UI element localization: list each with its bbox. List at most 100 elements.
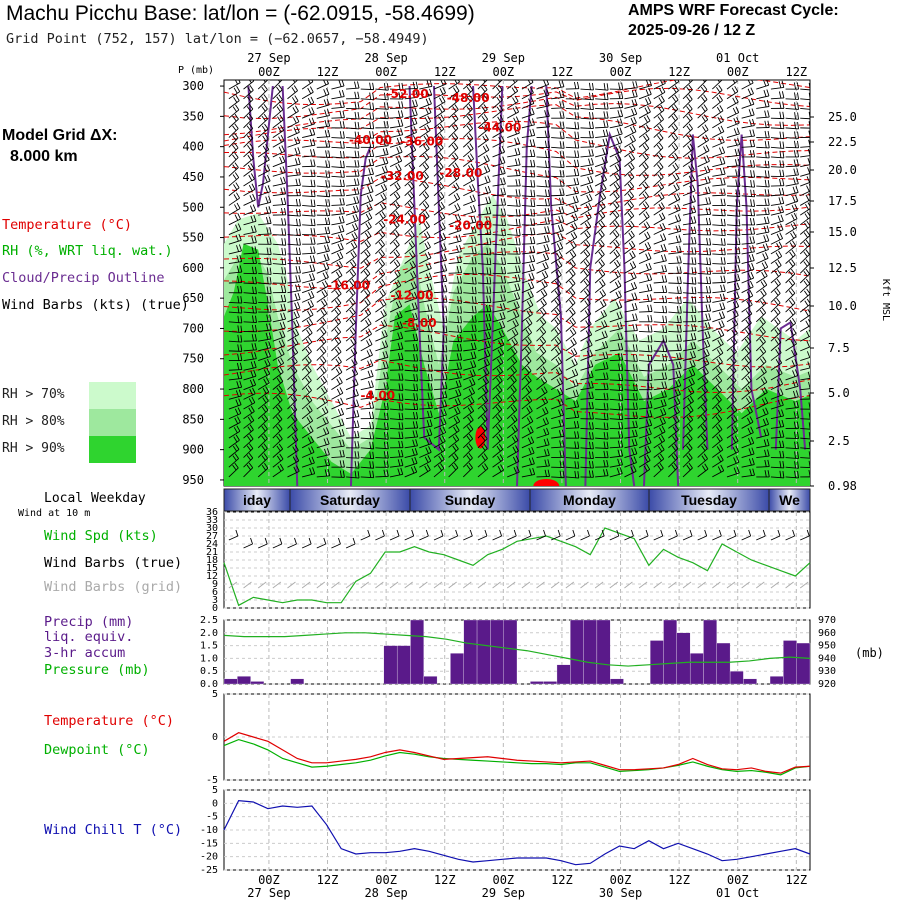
wind-barb [287, 256, 301, 265]
wind-barb [257, 94, 268, 109]
wind-barb [316, 271, 329, 284]
wind-barb [257, 133, 269, 148]
wind-barb [287, 275, 301, 284]
wind-barb [272, 339, 286, 352]
wind-barb [228, 275, 243, 284]
wind-chill-tick-label: -10 [200, 825, 218, 836]
isotherm-label: -32.00 [381, 169, 424, 183]
wind-spd-label: Wind Spd (kts) [44, 528, 158, 544]
wind-barb [287, 444, 299, 458]
wind-barb [287, 136, 301, 148]
wind-barb [316, 262, 330, 274]
wind-barb [258, 359, 271, 371]
wind-barb [316, 88, 330, 100]
isotherm-line [224, 120, 810, 159]
wind-barb [316, 280, 329, 294]
precip-bar [716, 642, 731, 685]
pressure-tick-label: 950 [182, 473, 204, 487]
cloud-outline [516, 85, 533, 486]
wind-barb [302, 264, 316, 274]
isotherm-label: -4.00 [361, 388, 396, 402]
wind-chill-tick-label: -15 [200, 838, 218, 849]
kft-tick-label: 0.98 [828, 479, 857, 493]
wind-barb [228, 285, 243, 294]
wind-barb [287, 337, 299, 352]
wind-barb [257, 104, 268, 119]
rh70-swatch [89, 382, 136, 409]
pressure-label: Pressure (mb) [44, 662, 150, 678]
wind-barb [228, 192, 240, 206]
wind-barb [243, 183, 256, 197]
bottom-hour-label: 00Z [727, 873, 749, 887]
cloud-outline [472, 86, 504, 450]
rh90-label: RH > 90% [2, 441, 65, 456]
wind-barb [301, 395, 313, 410]
wind-barb [301, 318, 314, 332]
wind-barb [243, 143, 254, 158]
wind-barb [287, 95, 299, 109]
dewpoint-label: Dewpoint (°C) [44, 742, 150, 758]
wind-barb [301, 375, 312, 390]
wind-barb [243, 415, 255, 429]
wind-barb [287, 208, 301, 217]
wind-barb [228, 233, 242, 245]
wind-barb [258, 257, 272, 265]
pressure-tick-label: 350 [182, 109, 204, 123]
pressure-right-tick-label: 940 [818, 653, 836, 664]
wind-barb [272, 247, 287, 256]
wind-barb [301, 299, 314, 313]
wind-barb [301, 107, 315, 119]
wind-barb [316, 170, 331, 178]
wind-barb [228, 223, 242, 235]
wind-barb [228, 416, 241, 429]
isotherm-label: -12.00 [391, 288, 434, 302]
wind-barb [272, 463, 284, 478]
wind-barb [228, 462, 239, 478]
wind-barb [228, 85, 241, 100]
wind-barb [228, 407, 242, 420]
wind-barb [316, 140, 331, 148]
wind-barb [287, 465, 300, 478]
wind-barb [243, 462, 254, 478]
isotherm-line [224, 177, 810, 210]
wind-barb [272, 357, 285, 371]
precip-bar [663, 619, 677, 685]
precip-accum-label: 3-hr accum [44, 645, 126, 661]
wind-barb [272, 394, 283, 410]
wind-barbs-grid-label: Wind Barbs (grid) [44, 579, 183, 595]
isotherm-line [224, 87, 810, 120]
precip-bar [250, 681, 265, 685]
wind-barb [243, 133, 254, 148]
bottom-hour-label: 00Z [610, 873, 632, 887]
wind-barb [301, 425, 314, 439]
wind-chill-tick-label: -25 [200, 865, 218, 876]
wind-barb [258, 350, 271, 361]
wind-barb [243, 153, 254, 168]
wind-barb [287, 301, 301, 313]
wind-barb [228, 172, 240, 187]
precip-bar [570, 619, 584, 685]
isotherm-line [224, 232, 810, 269]
wind-barb [316, 150, 331, 158]
precip-bar [610, 678, 624, 685]
wind-barb [287, 404, 298, 420]
wind-barb [243, 193, 256, 206]
pressure-right-tick-label: 950 [818, 641, 836, 652]
wind-barb [243, 360, 257, 371]
wind-barb [302, 255, 316, 265]
wind-barb [272, 453, 284, 468]
wind-barb [228, 123, 239, 138]
wind-barb [301, 327, 313, 342]
wind-barb [302, 149, 316, 158]
precip-bar [423, 676, 438, 685]
wind-barb [243, 104, 254, 119]
wind-barb [257, 164, 271, 177]
wind-barb [272, 207, 287, 216]
wind-barb [302, 199, 316, 208]
rh80-label: RH > 80% [2, 414, 65, 429]
wind-barb [301, 405, 313, 420]
wind-barb [302, 209, 316, 217]
precip-bar [703, 619, 717, 685]
bottom-hour-label: 12Z [317, 873, 339, 887]
